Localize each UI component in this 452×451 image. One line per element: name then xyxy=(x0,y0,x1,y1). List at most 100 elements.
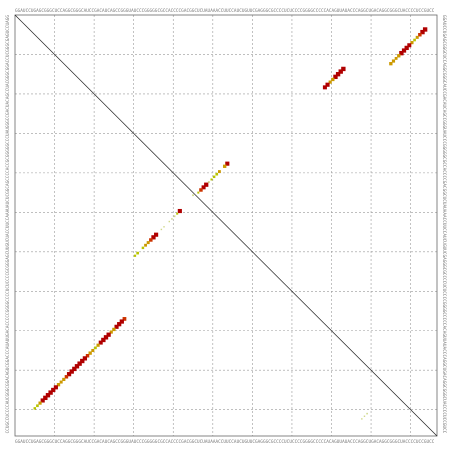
sequence-letter-bottom: C xyxy=(405,439,408,445)
sequence-letter-right: U xyxy=(441,241,447,244)
sequence-letter-right: C xyxy=(441,186,447,189)
sequence-letter-bottom: A xyxy=(358,439,361,445)
sequence-letter-bottom: U xyxy=(400,439,403,445)
sequence-letter-right: C xyxy=(441,286,447,289)
pair-dot xyxy=(154,232,159,237)
sequence-letter-top: G xyxy=(147,8,150,14)
pair-dot xyxy=(212,175,216,179)
pair-dot xyxy=(74,364,80,369)
sequence-letter-right: G xyxy=(441,15,447,18)
sequence-letter-right: A xyxy=(441,210,447,213)
sequence-letter-right: A xyxy=(441,357,447,360)
sequence-letter-top: G xyxy=(255,8,258,14)
sequence-letter-bottom: C xyxy=(218,439,221,445)
sequence-letter-top: C xyxy=(57,8,60,14)
sequence-letter-bottom: U xyxy=(284,439,287,445)
sequence-letter-bottom: G xyxy=(266,439,269,445)
sequence-letter-left: U xyxy=(5,23,11,26)
sequence-letter-bottom: A xyxy=(234,439,237,445)
sequence-letter-bottom: U xyxy=(55,439,58,445)
sequence-letter-top: C xyxy=(163,8,166,14)
sequence-letter-top: A xyxy=(374,8,377,14)
sequence-letter-right: G xyxy=(441,120,447,123)
pair-dot xyxy=(415,35,419,39)
pair-dot xyxy=(225,161,230,166)
sequence-letter-left: U xyxy=(5,133,11,136)
sequence-letter-top: C xyxy=(295,8,298,14)
sequence-letter-left: G xyxy=(5,46,11,49)
sequence-letter-top: U xyxy=(337,8,340,14)
sequence-letter-left: C xyxy=(5,186,11,189)
sequence-letter-top: U xyxy=(134,8,137,14)
sequence-letter-top: C xyxy=(41,8,44,14)
sequence-letter-left: C xyxy=(5,70,11,73)
sequence-letter-right: C xyxy=(441,299,447,302)
sequence-letter-bottom: C xyxy=(316,439,319,445)
sequence-letter-bottom: G xyxy=(390,439,393,445)
sequence-letter-left: C xyxy=(5,396,11,399)
sequence-letter-top: C xyxy=(405,8,408,14)
sequence-letter-bottom: G xyxy=(160,439,163,445)
sequence-letter-top: C xyxy=(142,8,145,14)
sequence-letter-top: G xyxy=(192,8,195,14)
sequence-letter-left: G xyxy=(5,65,11,68)
sequence-letter-bottom: C xyxy=(60,439,63,445)
sequence-letter-top: G xyxy=(382,8,385,14)
sequence-letter-right: C xyxy=(441,328,447,331)
sequence-letter-top: G xyxy=(160,8,163,14)
sequence-letter-bottom: G xyxy=(192,439,195,445)
sequence-letter-left: C xyxy=(5,267,11,270)
sequence-letter-top: C xyxy=(81,8,84,14)
sequence-letter-right: G xyxy=(441,394,447,397)
sequence-letter-left: G xyxy=(5,112,11,115)
sequence-letter-top: C xyxy=(218,8,221,14)
sequence-letter-left: G xyxy=(5,180,11,183)
sequence-letter-bottom: C xyxy=(397,439,400,445)
sequence-letter-left: G xyxy=(5,146,11,149)
sequence-letter-top: C xyxy=(273,8,276,14)
sequence-letter-left: A xyxy=(5,101,11,104)
sequence-letter-bottom: C xyxy=(171,439,174,445)
sequence-letter-left: C xyxy=(5,162,11,165)
sequence-letter-right: U xyxy=(441,344,447,347)
sequence-letter-top: C xyxy=(313,8,316,14)
sequence-letter-left: C xyxy=(5,91,11,94)
sequence-letter-right: A xyxy=(441,102,447,105)
sequence-letter-bottom: C xyxy=(432,439,435,445)
sequence-letter-bottom: U xyxy=(250,439,253,445)
sequence-letter-left: A xyxy=(5,257,11,260)
sequence-letter-bottom: G xyxy=(189,439,192,445)
sequence-letter-top: G xyxy=(150,8,153,14)
sequence-letter-top: C xyxy=(70,8,73,14)
sequence-letter-right: C xyxy=(441,268,447,271)
sequence-letter-top: G xyxy=(305,8,308,14)
sequence-letter-top: A xyxy=(62,8,65,14)
sequence-letter-right: C xyxy=(441,318,447,321)
pair-dot xyxy=(43,395,48,401)
pair-dot xyxy=(141,246,145,250)
sequence-letter-right: C xyxy=(441,231,447,234)
sequence-letter-left: C xyxy=(5,375,11,378)
sequence-letter-right: C xyxy=(441,41,447,44)
sequence-letter-left: U xyxy=(5,54,11,57)
sequence-letter-left: G xyxy=(5,370,11,373)
sequence-letter-bottom: A xyxy=(332,439,335,445)
sequence-letter-top: G xyxy=(33,8,36,14)
sequence-letter-top: G xyxy=(271,8,274,14)
sequence-letter-right: U xyxy=(441,336,447,339)
sequence-letter-left: G xyxy=(5,422,11,425)
sequence-letter-left: G xyxy=(5,362,11,365)
pair-dot xyxy=(397,54,401,58)
sequence-letter-bottom: C xyxy=(279,439,282,445)
pair-dot xyxy=(399,50,404,56)
sequence-letter-right: C xyxy=(441,407,447,410)
sequence-letter-top: G xyxy=(39,8,42,14)
sequence-letter-left: C xyxy=(5,238,11,241)
sequence-letter-left: A xyxy=(5,372,11,375)
sequence-letter-left: U xyxy=(5,367,11,370)
sequence-letter-right: C xyxy=(441,157,447,160)
sequence-letter-bottom: C xyxy=(186,439,189,445)
sequence-letter-top: C xyxy=(89,8,92,14)
sequence-letter-bottom: C xyxy=(176,439,179,445)
sequence-letter-right: C xyxy=(441,365,447,368)
